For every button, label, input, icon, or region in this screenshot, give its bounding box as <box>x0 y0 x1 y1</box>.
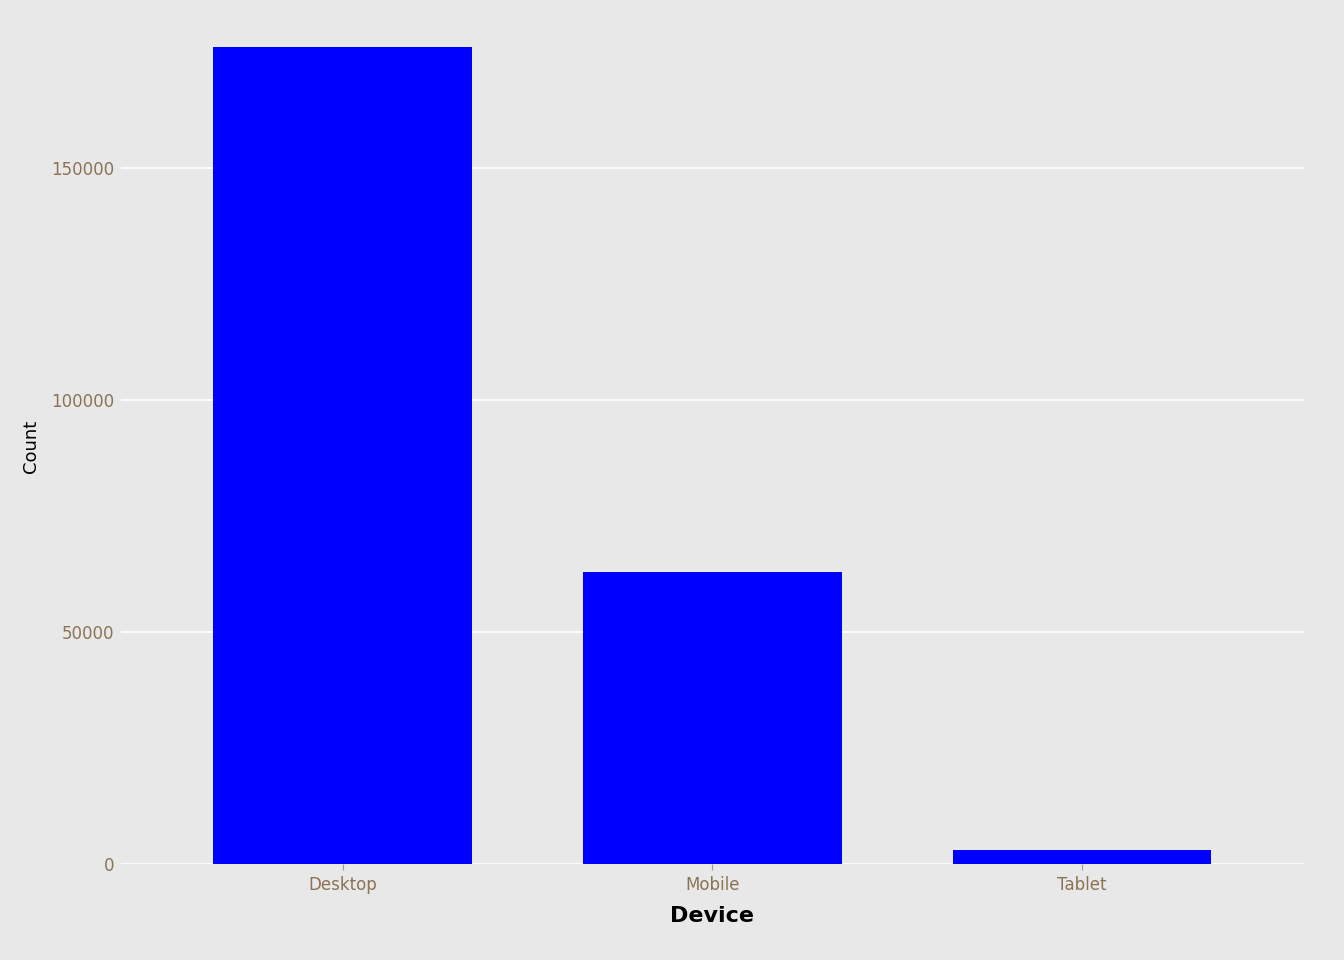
Bar <box>214 47 472 864</box>
Bar <box>953 851 1211 864</box>
Bar <box>583 572 841 864</box>
Y-axis label: Count: Count <box>22 420 40 473</box>
X-axis label: Device: Device <box>671 905 754 925</box>
